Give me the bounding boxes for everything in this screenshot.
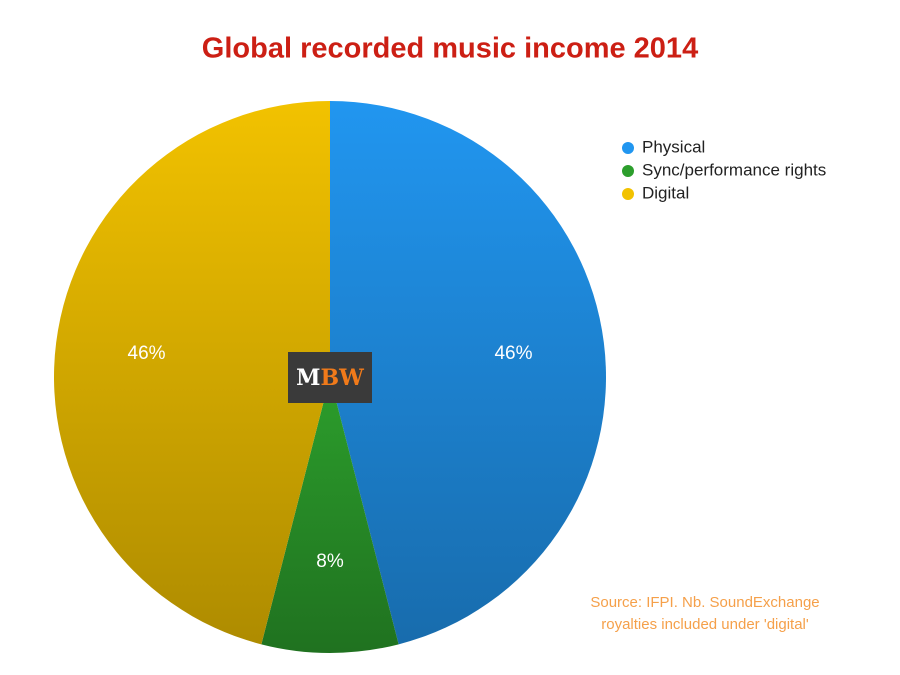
- source-note: Source: IFPI. Nb. SoundExchange: [590, 594, 819, 611]
- legend-marker: [622, 142, 634, 154]
- legend-marker: [622, 188, 634, 200]
- pie: [53, 101, 607, 654]
- pie-slice: [261, 377, 399, 654]
- logo-box: [288, 352, 372, 403]
- data-labels: 46% 8% 46%: [128, 343, 533, 572]
- legend-label: Physical: [642, 137, 705, 156]
- source-note: royalties included under 'digital': [601, 616, 809, 633]
- pie-slice: [53, 101, 330, 645]
- legend: Physical Sync/performance rights Digital: [622, 137, 826, 202]
- data-label: 8%: [316, 551, 344, 572]
- legend-label: Sync/performance rights: [642, 160, 826, 179]
- legend-label: Digital: [642, 183, 689, 202]
- logo-m: M: [296, 365, 320, 391]
- logo: MBW: [288, 352, 372, 403]
- legend-marker: [622, 165, 634, 177]
- data-label: 46%: [128, 343, 166, 364]
- logo-bw: BW: [321, 365, 365, 391]
- chart-title: Global recorded music income 2014: [202, 33, 698, 65]
- pie-slice: [330, 101, 607, 645]
- data-label: 46%: [494, 343, 532, 364]
- logo-text: MBW: [296, 365, 364, 391]
